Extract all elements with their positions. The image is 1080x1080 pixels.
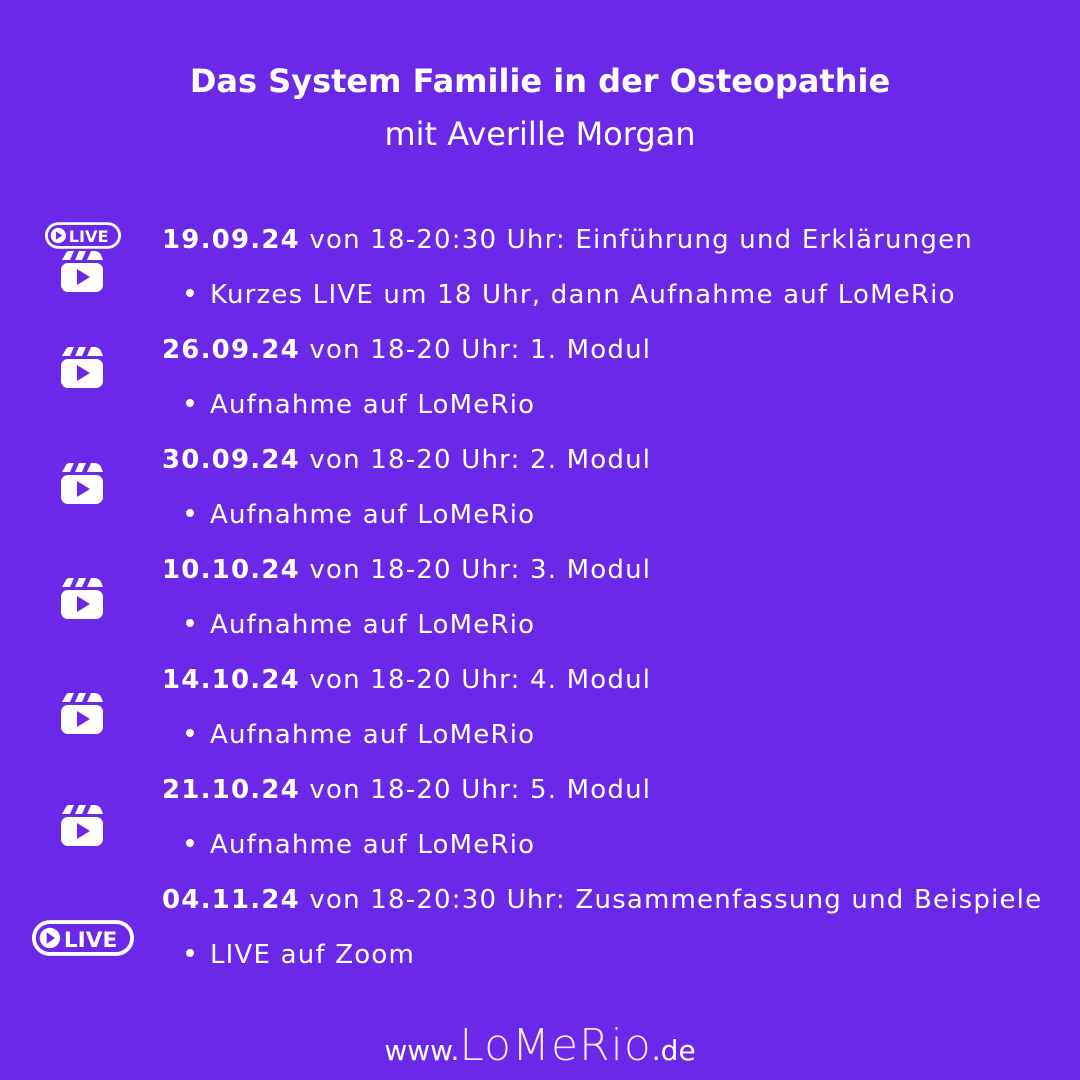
- session-time-topic: von 18-20 Uhr: 4. Modul: [299, 665, 652, 695]
- session-line: 14.10.24 von 18-20 Uhr: 4. Modul: [162, 663, 651, 697]
- session-note-text: Aufnahme auf LoMeRio: [210, 390, 536, 420]
- bullet-icon: [186, 618, 194, 627]
- session-note-text: LIVE auf Zoom: [210, 940, 416, 970]
- bullet-icon: [186, 508, 194, 517]
- reels-icon: [58, 688, 106, 736]
- session-note: Aufnahme auf LoMeRio: [186, 388, 535, 422]
- page-subtitle: mit Averille Morgan: [384, 115, 696, 153]
- session-time-topic: von 18-20 Uhr: 5. Modul: [299, 775, 652, 805]
- session-time-topic: von 18-20 Uhr: 3. Modul: [299, 555, 652, 585]
- session-note: LIVE auf Zoom: [186, 938, 415, 972]
- footer-prefix: www.: [384, 1034, 460, 1067]
- live-badge-icon: LIVE: [32, 920, 134, 960]
- session-line: 26.09.24 von 18-20 Uhr: 1. Modul: [162, 333, 651, 367]
- svg-text:LIVE: LIVE: [69, 227, 109, 246]
- reels-icon: [58, 246, 106, 294]
- session-note-text: Aufnahme auf LoMeRio: [210, 830, 536, 860]
- svg-text:LIVE: LIVE: [64, 928, 117, 953]
- reels-icon: [58, 800, 106, 848]
- session-time-topic: von 18-20 Uhr: 2. Modul: [299, 445, 652, 475]
- bullet-icon: [186, 288, 194, 297]
- session-note-text: Kurzes LIVE um 18 Uhr, dann Aufnahme auf…: [210, 280, 956, 310]
- footer-website[interactable]: www.LoMeRio.de: [0, 1020, 1080, 1071]
- session-date: 10.10.24: [162, 555, 300, 585]
- session-date: 30.09.24: [162, 445, 300, 475]
- session-note-text: Aufnahme auf LoMeRio: [210, 610, 536, 640]
- session-line: 10.10.24 von 18-20 Uhr: 3. Modul: [162, 553, 651, 587]
- session-note: Aufnahme auf LoMeRio: [186, 718, 535, 752]
- session-note: Kurzes LIVE um 18 Uhr, dann Aufnahme auf…: [186, 278, 956, 312]
- session-line: 19.09.24 von 18-20:30 Uhr: Einführung un…: [162, 223, 973, 257]
- reels-icon: [58, 573, 106, 621]
- bullet-icon: [186, 398, 194, 407]
- session-note-text: Aufnahme auf LoMeRio: [210, 500, 536, 530]
- reels-icon: [58, 458, 106, 506]
- session-time-topic: von 18-20:30 Uhr: Einführung und Erkläru…: [299, 225, 973, 255]
- session-date: 21.10.24: [162, 775, 300, 805]
- page-title: Das System Familie in der Osteopathie: [189, 62, 891, 100]
- live-badge-icon: LIVE: [45, 222, 121, 253]
- footer-suffix: .de: [651, 1034, 696, 1067]
- session-time-topic: von 18-20:30 Uhr: Zusammenfassung und Be…: [299, 885, 1043, 915]
- reels-icon: [58, 342, 106, 390]
- session-date: 26.09.24: [162, 335, 300, 365]
- session-date: 14.10.24: [162, 665, 300, 695]
- bullet-icon: [186, 948, 194, 957]
- bullet-icon: [186, 728, 194, 737]
- session-time-topic: von 18-20 Uhr: 1. Modul: [299, 335, 652, 365]
- session-note: Aufnahme auf LoMeRio: [186, 608, 535, 642]
- session-date: 04.11.24: [162, 885, 300, 915]
- session-note: Aufnahme auf LoMeRio: [186, 828, 535, 862]
- bullet-icon: [186, 838, 194, 847]
- session-note-text: Aufnahme auf LoMeRio: [210, 720, 536, 750]
- lomerio-logo: LoMeRio: [459, 1020, 652, 1071]
- session-line: 21.10.24 von 18-20 Uhr: 5. Modul: [162, 773, 651, 807]
- session-note: Aufnahme auf LoMeRio: [186, 498, 535, 532]
- session-date: 19.09.24: [162, 225, 300, 255]
- session-line: 04.11.24 von 18-20:30 Uhr: Zusammenfassu…: [162, 883, 1042, 917]
- session-line: 30.09.24 von 18-20 Uhr: 2. Modul: [162, 443, 651, 477]
